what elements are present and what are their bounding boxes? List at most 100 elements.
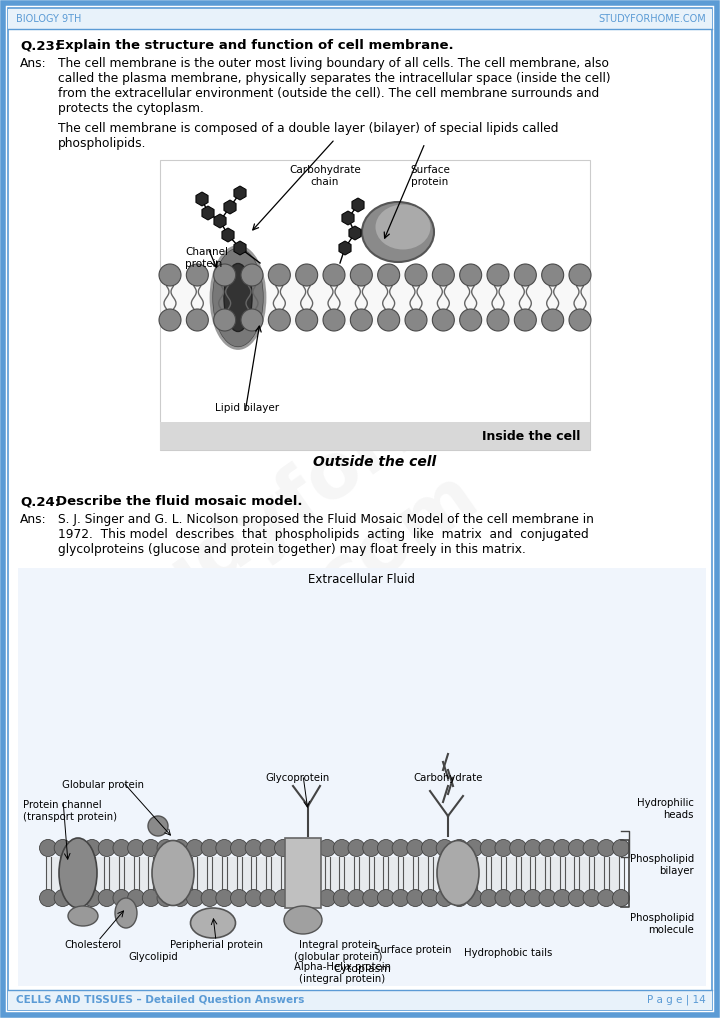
Ellipse shape bbox=[541, 264, 564, 286]
Ellipse shape bbox=[68, 906, 98, 926]
Ellipse shape bbox=[376, 205, 431, 249]
Text: The cell membrane is composed of a double layer (bilayer) of special lipids call: The cell membrane is composed of a doubl… bbox=[58, 122, 559, 135]
Ellipse shape bbox=[127, 840, 145, 856]
Ellipse shape bbox=[148, 816, 168, 836]
Ellipse shape bbox=[436, 840, 453, 856]
Text: from the extracellular environment (outside the cell). The cell membrane surroun: from the extracellular environment (outs… bbox=[58, 87, 599, 100]
Ellipse shape bbox=[466, 840, 482, 856]
Ellipse shape bbox=[363, 840, 379, 856]
Bar bbox=[160, 270, 590, 325]
Text: studyforhome
.com: studyforhome .com bbox=[67, 271, 653, 747]
Ellipse shape bbox=[186, 890, 204, 906]
Bar bbox=[8, 9, 712, 29]
Ellipse shape bbox=[216, 840, 233, 856]
Ellipse shape bbox=[377, 840, 395, 856]
Text: Alpha-Helix protein
(integral protein): Alpha-Helix protein (integral protein) bbox=[294, 962, 390, 983]
Text: 1972.  This model  describes  that  phospholipids  acting  like  matrix  and  co: 1972. This model describes that phosphol… bbox=[58, 528, 589, 541]
Text: Cytoplasm: Cytoplasm bbox=[333, 964, 391, 974]
Ellipse shape bbox=[613, 840, 629, 856]
Ellipse shape bbox=[304, 840, 321, 856]
Ellipse shape bbox=[186, 840, 204, 856]
Ellipse shape bbox=[480, 890, 498, 906]
Ellipse shape bbox=[269, 309, 290, 331]
Ellipse shape bbox=[172, 890, 189, 906]
Ellipse shape bbox=[186, 309, 208, 331]
Ellipse shape bbox=[437, 841, 479, 905]
Ellipse shape bbox=[84, 840, 101, 856]
Ellipse shape bbox=[378, 309, 400, 331]
Ellipse shape bbox=[487, 309, 509, 331]
Text: Describe the fluid mosaic model.: Describe the fluid mosaic model. bbox=[56, 495, 302, 508]
Text: Surface
protein: Surface protein bbox=[410, 165, 450, 186]
Text: Phospholipid
bilayer: Phospholipid bilayer bbox=[630, 854, 694, 875]
Text: called the plasma membrane, physically separates the intracellular space (inside: called the plasma membrane, physically s… bbox=[58, 72, 611, 84]
Text: Cholesterol: Cholesterol bbox=[64, 940, 122, 950]
Ellipse shape bbox=[554, 840, 571, 856]
Ellipse shape bbox=[54, 840, 71, 856]
Ellipse shape bbox=[230, 840, 248, 856]
Text: Protein channel
(transport protein): Protein channel (transport protein) bbox=[23, 800, 117, 822]
Ellipse shape bbox=[510, 890, 526, 906]
Ellipse shape bbox=[495, 890, 512, 906]
Ellipse shape bbox=[583, 890, 600, 906]
Ellipse shape bbox=[246, 840, 262, 856]
Text: Globular protein: Globular protein bbox=[62, 780, 144, 790]
Text: Explain the structure and function of cell membrane.: Explain the structure and function of ce… bbox=[56, 39, 454, 52]
Ellipse shape bbox=[84, 890, 101, 906]
Ellipse shape bbox=[539, 890, 556, 906]
Ellipse shape bbox=[333, 840, 351, 856]
Ellipse shape bbox=[274, 890, 292, 906]
Ellipse shape bbox=[113, 890, 130, 906]
Text: The cell membrane is the outer most living boundary of all cells. The cell membr: The cell membrane is the outer most livi… bbox=[58, 57, 609, 70]
Ellipse shape bbox=[432, 264, 454, 286]
Ellipse shape bbox=[230, 890, 248, 906]
Ellipse shape bbox=[362, 202, 434, 262]
Text: BIOLOGY 9TH: BIOLOGY 9TH bbox=[16, 14, 81, 24]
Bar bbox=[160, 160, 590, 450]
Text: Glycoprotein: Glycoprotein bbox=[266, 773, 330, 783]
Ellipse shape bbox=[241, 309, 263, 331]
Text: Carbohydrate
chain: Carbohydrate chain bbox=[289, 165, 361, 186]
Ellipse shape bbox=[159, 264, 181, 286]
Ellipse shape bbox=[348, 840, 365, 856]
Ellipse shape bbox=[143, 840, 159, 856]
Ellipse shape bbox=[613, 890, 629, 906]
Ellipse shape bbox=[216, 890, 233, 906]
Ellipse shape bbox=[539, 840, 556, 856]
Ellipse shape bbox=[514, 309, 536, 331]
Ellipse shape bbox=[115, 898, 137, 928]
Ellipse shape bbox=[421, 890, 438, 906]
Ellipse shape bbox=[407, 890, 424, 906]
Ellipse shape bbox=[152, 841, 194, 905]
Ellipse shape bbox=[59, 838, 97, 908]
Ellipse shape bbox=[157, 890, 174, 906]
Ellipse shape bbox=[296, 264, 318, 286]
Ellipse shape bbox=[296, 309, 318, 331]
Ellipse shape bbox=[407, 840, 424, 856]
Text: Carbohydrate: Carbohydrate bbox=[413, 773, 482, 783]
Ellipse shape bbox=[241, 264, 263, 286]
Ellipse shape bbox=[569, 264, 591, 286]
Text: Surface protein: Surface protein bbox=[374, 945, 451, 955]
Ellipse shape bbox=[40, 890, 56, 906]
Text: Phospholipid
molecule: Phospholipid molecule bbox=[630, 913, 694, 935]
Ellipse shape bbox=[323, 309, 345, 331]
Text: protects the cytoplasm.: protects the cytoplasm. bbox=[58, 102, 204, 115]
Ellipse shape bbox=[214, 264, 235, 286]
Ellipse shape bbox=[224, 264, 252, 332]
Ellipse shape bbox=[432, 309, 454, 331]
Text: Glycolipid: Glycolipid bbox=[128, 952, 178, 962]
Ellipse shape bbox=[269, 264, 290, 286]
Ellipse shape bbox=[304, 890, 321, 906]
Ellipse shape bbox=[348, 890, 365, 906]
Ellipse shape bbox=[319, 840, 336, 856]
Bar bbox=[8, 989, 712, 1010]
Ellipse shape bbox=[201, 840, 218, 856]
Text: Inside the cell: Inside the cell bbox=[482, 430, 580, 443]
Text: Peripherial protein: Peripherial protein bbox=[169, 940, 263, 950]
Ellipse shape bbox=[319, 890, 336, 906]
Ellipse shape bbox=[480, 840, 498, 856]
Ellipse shape bbox=[436, 890, 453, 906]
Ellipse shape bbox=[284, 906, 322, 934]
Text: P a g e | 14: P a g e | 14 bbox=[647, 995, 706, 1005]
